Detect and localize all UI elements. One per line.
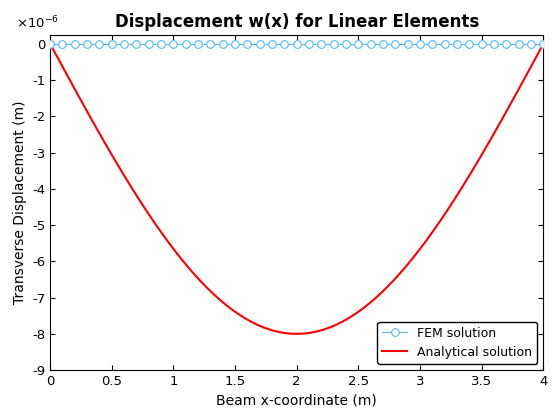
FEM solution bbox=[417, 42, 423, 47]
Line: Analytical solution: Analytical solution bbox=[50, 44, 543, 334]
FEM solution bbox=[96, 42, 103, 47]
FEM solution bbox=[293, 42, 300, 47]
FEM solution bbox=[540, 42, 547, 47]
FEM solution bbox=[306, 42, 312, 47]
FEM solution bbox=[503, 42, 510, 47]
Analytical solution bbox=[432, 226, 438, 231]
FEM solution bbox=[207, 42, 214, 47]
FEM solution bbox=[133, 42, 140, 47]
Analytical solution bbox=[47, 42, 54, 47]
FEM solution bbox=[84, 42, 91, 47]
Analytical solution bbox=[386, 282, 393, 287]
X-axis label: Beam x-coordinate (m): Beam x-coordinate (m) bbox=[216, 394, 377, 407]
FEM solution bbox=[478, 42, 485, 47]
Analytical solution bbox=[264, 326, 270, 331]
FEM solution bbox=[256, 42, 263, 47]
FEM solution bbox=[367, 42, 374, 47]
FEM solution bbox=[355, 42, 362, 47]
FEM solution bbox=[244, 42, 251, 47]
FEM solution bbox=[170, 42, 177, 47]
FEM solution bbox=[491, 42, 497, 47]
FEM solution bbox=[158, 42, 165, 47]
FEM solution bbox=[441, 42, 448, 47]
FEM solution bbox=[528, 42, 534, 47]
FEM solution bbox=[466, 42, 473, 47]
FEM solution bbox=[109, 42, 115, 47]
FEM solution bbox=[232, 42, 239, 47]
Legend: FEM solution, Analytical solution: FEM solution, Analytical solution bbox=[377, 322, 537, 364]
FEM solution bbox=[72, 42, 78, 47]
FEM solution bbox=[454, 42, 460, 47]
FEM solution bbox=[121, 42, 128, 47]
FEM solution bbox=[429, 42, 436, 47]
Text: $\times10^{-6}$: $\times10^{-6}$ bbox=[16, 15, 59, 32]
Analytical solution bbox=[293, 331, 300, 336]
FEM solution bbox=[281, 42, 288, 47]
Analytical solution bbox=[246, 318, 253, 323]
FEM solution bbox=[380, 42, 386, 47]
FEM solution bbox=[183, 42, 189, 47]
FEM solution bbox=[392, 42, 399, 47]
FEM solution bbox=[59, 42, 66, 47]
FEM solution bbox=[47, 42, 54, 47]
FEM solution bbox=[404, 42, 411, 47]
FEM solution bbox=[146, 42, 152, 47]
FEM solution bbox=[318, 42, 325, 47]
FEM solution bbox=[269, 42, 276, 47]
Title: Displacement w(x) for Linear Elements: Displacement w(x) for Linear Elements bbox=[115, 13, 479, 31]
FEM solution bbox=[220, 42, 226, 47]
Line: FEM solution: FEM solution bbox=[46, 40, 547, 48]
FEM solution bbox=[330, 42, 337, 47]
Analytical solution bbox=[441, 213, 447, 218]
Analytical solution bbox=[97, 133, 104, 138]
FEM solution bbox=[515, 42, 522, 47]
Analytical solution bbox=[540, 42, 547, 47]
FEM solution bbox=[343, 42, 349, 47]
Y-axis label: Transverse Displacement (m): Transverse Displacement (m) bbox=[12, 101, 26, 304]
FEM solution bbox=[195, 42, 202, 47]
